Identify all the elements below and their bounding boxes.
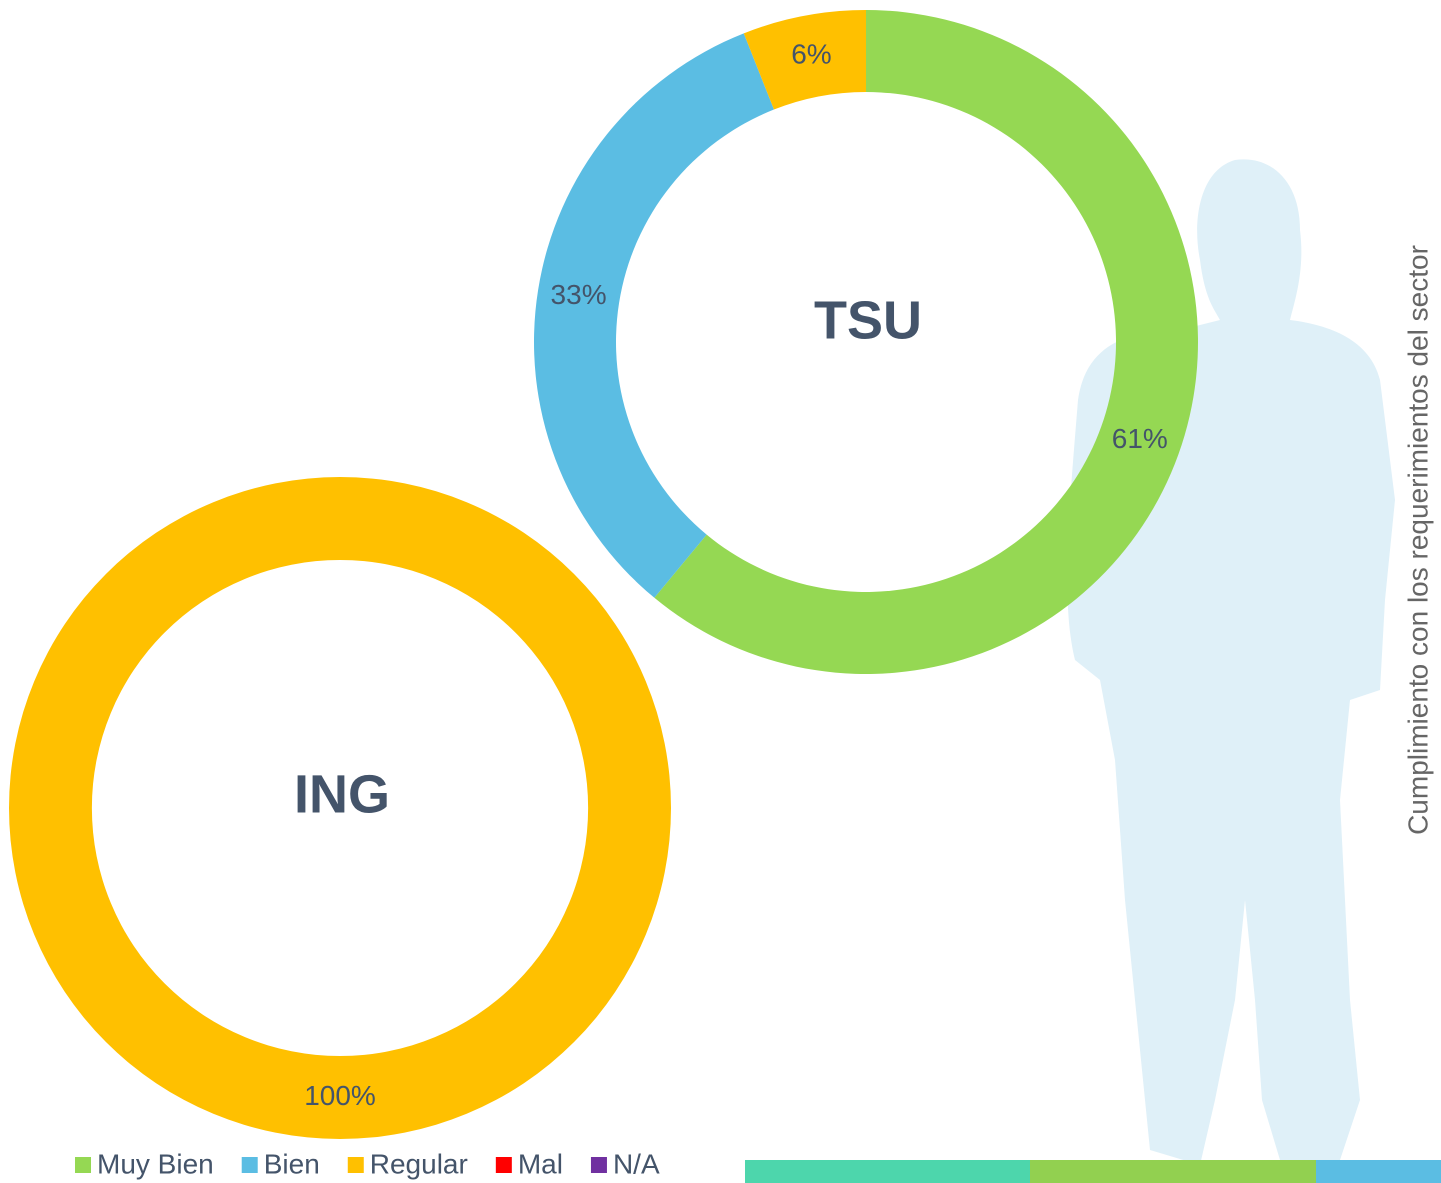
data-label: 61% <box>1112 423 1168 454</box>
donut-center-label: TSU <box>814 290 922 350</box>
donut-center-label: ING <box>294 764 390 824</box>
data-label: 100% <box>304 1080 376 1111</box>
legend-swatch <box>241 1157 258 1173</box>
data-label: 33% <box>551 279 607 310</box>
legend-swatch <box>495 1157 512 1173</box>
legend-label: Mal <box>518 1148 563 1179</box>
side-title: Cumplimiento con los requerimientos del … <box>1402 245 1433 835</box>
legend-swatch <box>347 1157 364 1173</box>
legend-label: Muy Bien <box>97 1148 214 1179</box>
legend-swatch <box>590 1157 607 1173</box>
legend-label: Regular <box>370 1148 468 1179</box>
footer-bar <box>1030 1160 1316 1183</box>
donut-slice <box>743 10 866 110</box>
donut-slice <box>534 33 774 598</box>
data-label: 6% <box>791 39 831 70</box>
legend-swatch <box>75 1157 91 1173</box>
footer-bar <box>745 1160 1030 1183</box>
legend-label: N/A <box>613 1148 660 1179</box>
footer-bar <box>1316 1160 1441 1183</box>
donut-slice <box>654 10 1199 675</box>
legend-label: Bien <box>264 1148 320 1179</box>
